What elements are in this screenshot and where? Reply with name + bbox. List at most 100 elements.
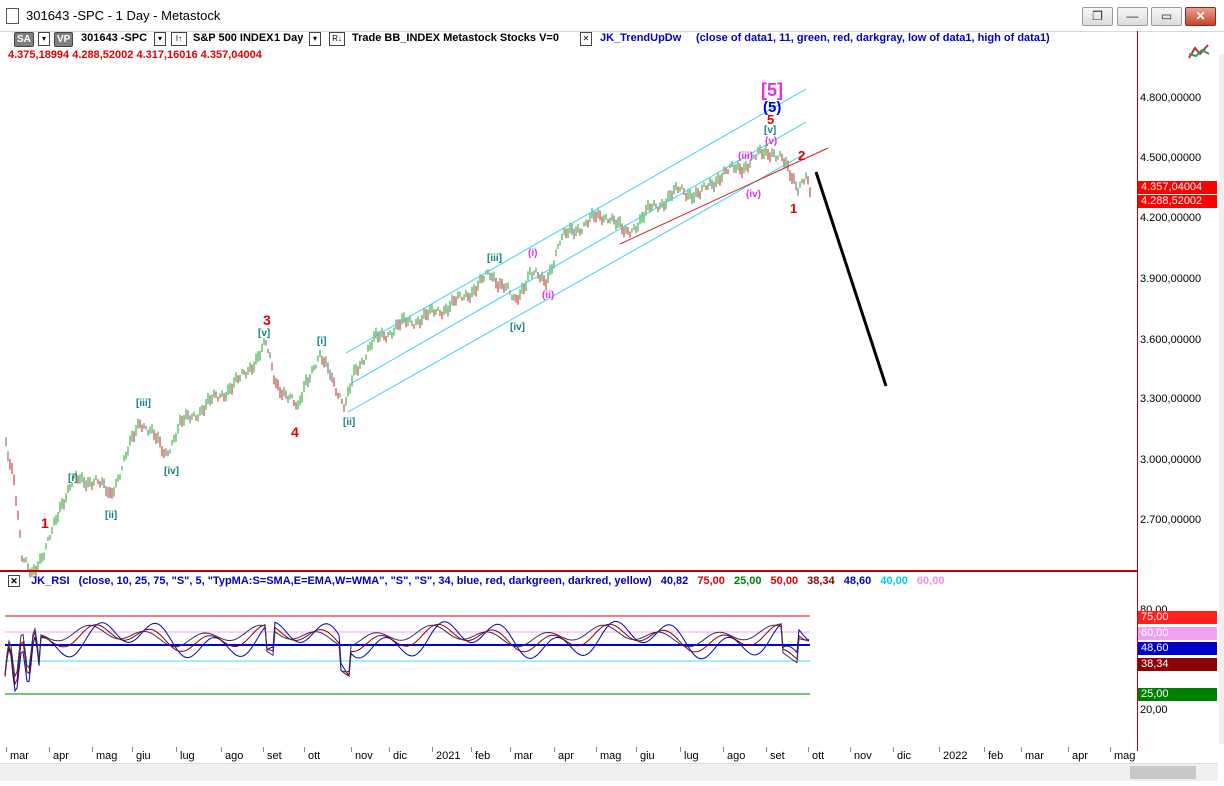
month-label: giu — [640, 750, 655, 762]
interval-icon[interactable]: I↑ — [171, 32, 187, 46]
month-label: ago — [727, 750, 746, 762]
price-axis-line — [1137, 31, 1138, 751]
month-tick — [49, 747, 50, 752]
rsi-tag: 25,00 — [1138, 688, 1217, 701]
wave-label: [i] — [317, 336, 326, 347]
projection-line — [814, 171, 888, 387]
wave-label: (iii) — [738, 151, 753, 162]
period-dropdown-icon[interactable]: ▾ — [309, 32, 321, 46]
month-label: set — [267, 750, 282, 762]
sa-button[interactable]: SA — [14, 32, 34, 47]
wave-label: [iv] — [510, 322, 525, 333]
price-tick: 3.300,00000 — [1140, 393, 1202, 405]
month-tick — [176, 747, 177, 752]
rsi-tag: 48,60 — [1138, 642, 1217, 655]
wave-label: [iii] — [136, 398, 151, 409]
month-label: apr — [1072, 750, 1088, 762]
rsi-ma-line — [4, 623, 810, 686]
month-label: nov — [355, 750, 373, 762]
wave-label: 1 — [790, 201, 797, 216]
trend-channel — [345, 88, 807, 413]
indicator-params: (close of data1, 11, green, red, darkgra… — [696, 32, 1050, 44]
month-tick — [1068, 747, 1069, 752]
price-tag-close: 4.357,04004 — [1138, 181, 1217, 194]
month-label: mar — [1025, 750, 1044, 762]
toolbar-extra: Trade BB_INDEX Metastock Stocks V=0 — [352, 32, 559, 44]
trendline-red — [619, 147, 829, 245]
window-title: 301643 -SPC - 1 Day - Metastock — [26, 8, 221, 23]
maximize-button[interactable]: ▭ — [1151, 7, 1182, 26]
ohlc-values: 4.375,18994 4.288,52002 4.317,16016 4.35… — [8, 49, 262, 61]
month-tick — [351, 747, 352, 752]
month-tick — [92, 747, 93, 752]
month-label: feb — [988, 750, 1004, 762]
rsi-params: (close, 10, 25, 75, "S", 5, "TypMA:S=SMA… — [78, 575, 652, 587]
app-icon — [6, 8, 19, 24]
wave-label: (v) — [765, 136, 777, 147]
rsi-tick: 20,00 — [1140, 704, 1168, 716]
rsi-value: 40,82 — [660, 575, 689, 587]
layout-icon[interactable] — [1186, 42, 1212, 62]
symbol-dropdown-icon[interactable]: ▾ — [154, 32, 166, 46]
wave-label: (iv) — [746, 189, 761, 200]
panel-separator — [0, 570, 1137, 572]
price-tick: 3.900,00000 — [1140, 273, 1202, 285]
month-label: dic — [393, 750, 408, 762]
period-label: 1 Day — [274, 32, 304, 44]
rsi-tag: 60,00 — [1138, 627, 1217, 640]
month-tick — [304, 747, 305, 752]
month-label: mag — [1114, 750, 1136, 762]
month-label: ott — [812, 750, 825, 762]
wave-label: [iii] — [487, 253, 502, 264]
month-tick — [1021, 747, 1022, 752]
rsi-value: 75,00 — [697, 575, 725, 587]
month-label: set — [770, 750, 785, 762]
wave-label: [5] — [761, 80, 783, 100]
vp-button[interactable]: VP — [54, 32, 74, 47]
month-tick — [554, 747, 555, 752]
month-tick — [680, 747, 681, 752]
wave-label: [v] — [258, 328, 270, 339]
price-tick: 2.700,00000 — [1140, 514, 1202, 526]
wave-label: [i] — [68, 473, 77, 484]
month-label: feb — [475, 750, 491, 762]
indicator-name: JK_TrendUpDw — [600, 32, 682, 44]
rsi-tag: 38,34 — [1138, 658, 1217, 671]
month-tick — [939, 747, 940, 752]
rsi-value: 48,60 — [843, 575, 872, 587]
month-label: ott — [308, 750, 321, 762]
minimize-button[interactable]: — — [1117, 7, 1148, 26]
month-label: mar — [514, 750, 533, 762]
wave-label: [ii] — [105, 510, 117, 521]
rsi-close-icon[interactable]: ✕ — [8, 575, 20, 587]
r-icon[interactable]: R↓ — [329, 32, 345, 46]
scroll-thumb[interactable] — [1130, 766, 1196, 779]
vertical-scrollbar[interactable] — [1219, 54, 1224, 744]
month-tick — [221, 747, 222, 752]
sa-dropdown-icon[interactable]: ▾ — [38, 32, 50, 46]
horizontal-scrollbar[interactable] — [0, 763, 1218, 781]
price-tag-low: 4.288,52002 — [1138, 195, 1217, 208]
wave-label: [iv] — [164, 466, 179, 477]
rsi-value: 25,00 — [733, 575, 762, 587]
rsi-tag: 75,00 — [1138, 611, 1217, 624]
rsi-smooth-line — [4, 624, 810, 678]
month-label: dic — [897, 750, 912, 762]
month-tick — [893, 747, 894, 752]
wave-label: (i) — [528, 248, 537, 259]
month-label: mar — [10, 750, 29, 762]
restore-layout-button[interactable]: ❐ — [1082, 7, 1113, 26]
month-label: apr — [558, 750, 574, 762]
close-button[interactable]: ✕ — [1185, 7, 1216, 26]
wave-label: 5 — [767, 112, 774, 127]
price-bars — [5, 144, 811, 578]
wave-label: [v] — [764, 125, 776, 136]
indicator-close-icon[interactable]: ✕ — [580, 32, 592, 46]
month-label: ago — [225, 750, 244, 762]
month-tick — [471, 747, 472, 752]
month-label: nov — [854, 750, 872, 762]
price-tick: 3.600,00000 — [1140, 334, 1202, 346]
month-tick — [432, 747, 433, 752]
month-label: 2021 — [436, 750, 461, 762]
